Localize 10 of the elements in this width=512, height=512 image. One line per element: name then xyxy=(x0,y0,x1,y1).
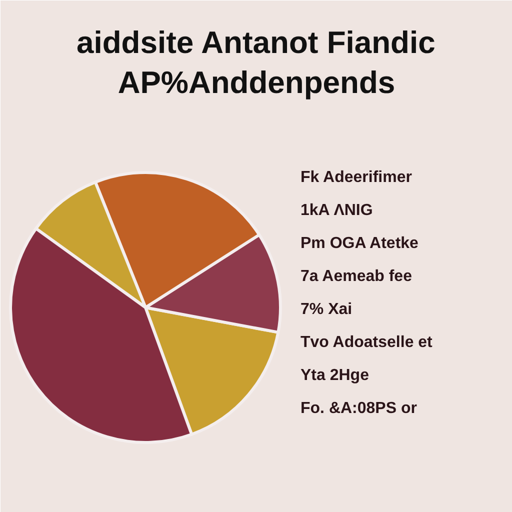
text: Fk Adeerifimer xyxy=(300,169,412,186)
text: Yta 2Hge xyxy=(300,367,370,384)
text: 1kA ΛNIG xyxy=(300,202,373,219)
chart-subtitle: AP%Anddenpends xyxy=(118,65,396,100)
text: Tvo Adoatselle et xyxy=(300,334,434,351)
text: Pm OGA Atetke xyxy=(300,235,419,252)
chart-title: aiddsite Antanot Fiandic xyxy=(76,25,436,60)
text: 7a Aemeab fee xyxy=(300,268,412,285)
text: 7% Xai xyxy=(300,301,352,318)
text: Fo. &A:08PS or xyxy=(300,400,417,417)
